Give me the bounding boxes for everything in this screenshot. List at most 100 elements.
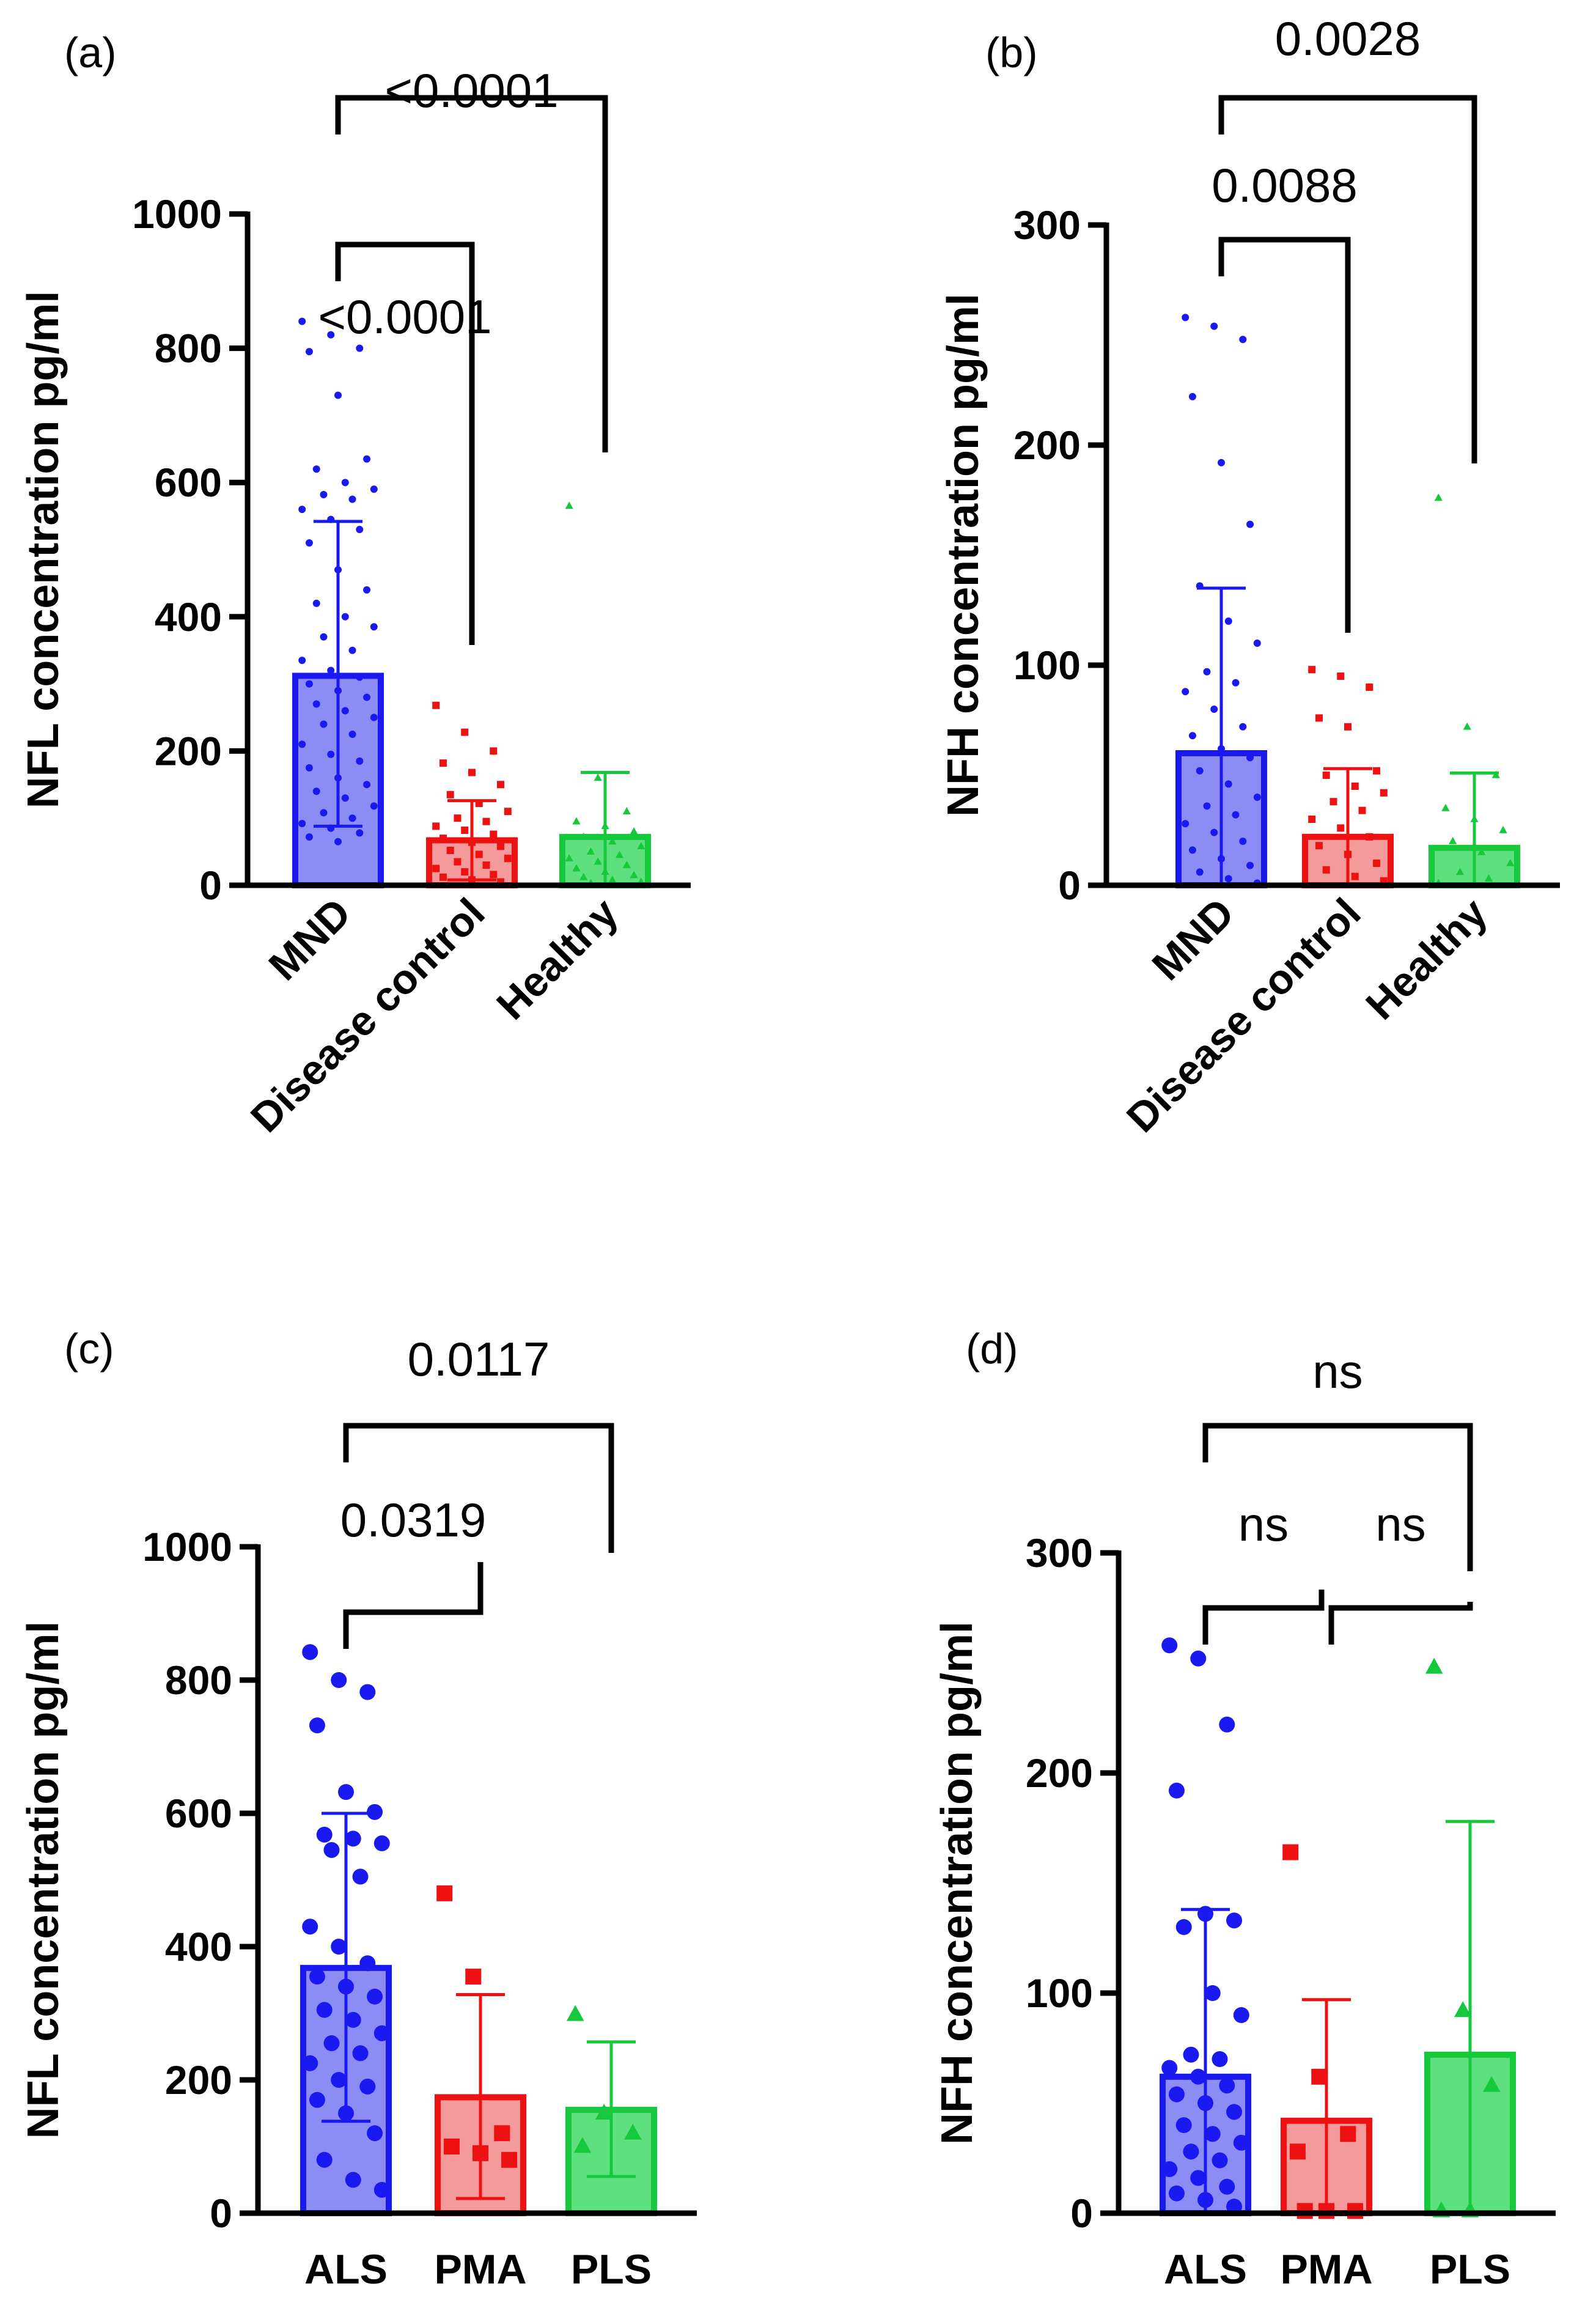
data-point [468,768,476,776]
data-point [454,858,462,866]
category-label: ALS [304,2246,388,2293]
data-point [1226,2104,1243,2120]
data-point [1308,816,1316,823]
data-point [1373,860,1381,867]
data-point [1441,803,1450,811]
category-label: Healthy [488,890,627,1029]
y-tick-label: 600 [165,1791,232,1836]
data-point [497,781,505,789]
significance-bracket [1218,95,1477,463]
data-point [345,2011,361,2028]
data-point [1196,582,1204,590]
data-point [432,701,440,709]
category-label: MND [1143,890,1243,989]
data-point [1224,617,1232,625]
panel-label: (a) [64,29,117,76]
y-tick-label: 0 [210,2191,232,2236]
data-point [1337,824,1345,832]
y-tick-label: 300 [1013,202,1081,248]
data-point [1282,1844,1299,1860]
data-point [1322,866,1330,874]
data-point [1358,806,1366,814]
data-point [356,829,364,837]
data-point [1224,780,1232,788]
data-point [1491,770,1500,778]
data-point [1322,772,1330,779]
data-point [1197,2192,1213,2208]
data-point [461,826,469,834]
data-point [432,822,440,830]
data-point [1188,846,1196,854]
category-label: Healthy [1357,890,1496,1029]
data-point [1224,875,1232,883]
data-point [1197,2095,1213,2111]
data-point [320,809,328,817]
y-tick-label: 400 [165,1924,232,1969]
data-point [1344,723,1351,731]
data-point [1373,767,1381,775]
data-point [1380,789,1388,797]
data-point [305,348,313,356]
panel-label: (d) [966,1325,1018,1373]
data-point [1351,783,1359,790]
data-point [1351,872,1359,880]
data-point [1506,858,1515,866]
data-point [316,2151,333,2168]
data-point [1239,838,1247,845]
data-point [348,495,356,503]
data-point [298,819,306,827]
data-point [1210,322,1218,330]
data-point [565,501,573,509]
data-point [1232,811,1240,819]
data-point [312,700,320,708]
y-tick-label: 800 [155,326,222,371]
data-point [1183,2046,1199,2063]
data-point [312,465,320,473]
data-point [338,1784,354,1800]
y-axis-title: NFL concentration pg/ml [19,291,68,809]
data-point [363,693,371,701]
data-point [348,730,356,738]
y-tick-label: 0 [1058,863,1081,908]
data-point [305,539,313,547]
y-axis-title: NFL concentration pg/ml [19,1621,68,2139]
y-tick-label: 600 [155,460,222,505]
data-point [305,680,313,688]
data-point [356,757,364,765]
data-point [352,2045,369,2062]
data-point [490,747,498,755]
p-value-label: 0.0117 [408,1332,550,1386]
data-point [1434,493,1443,501]
data-point [1196,868,1204,876]
data-point [316,2002,333,2018]
data-point [345,1830,361,1847]
category-label: PLS [1430,2246,1510,2293]
data-point [312,599,320,607]
data-point [1203,668,1211,676]
data-point [316,1826,333,1843]
data-point [334,566,342,573]
data-point [1210,706,1218,713]
data-point [1454,2001,1472,2018]
data-point [573,2137,592,2153]
panel-label: (b) [985,29,1038,76]
y-tick-label: 0 [199,863,222,908]
panel-d: (d) NFH concentration pg/ml 0 100 200 300 ALS P… [933,1325,1556,2293]
data-point [1218,459,1225,466]
data-point [439,873,447,881]
data-point [468,838,476,846]
data-point [327,515,335,523]
significance-bracket [335,241,475,645]
data-point [468,876,476,884]
data-point [461,728,469,736]
significance-bracket [1202,1423,1473,1571]
data-point [1344,850,1351,858]
data-point [1219,2178,1235,2195]
data-point [1219,2077,1235,2094]
y-tick-label: 200 [1026,1750,1093,1796]
significance-bracket [1328,1602,1473,1645]
data-point [1477,847,1486,855]
y-tick-label: 1000 [142,1524,232,1569]
data-point [579,832,588,840]
data-point [1188,393,1196,400]
